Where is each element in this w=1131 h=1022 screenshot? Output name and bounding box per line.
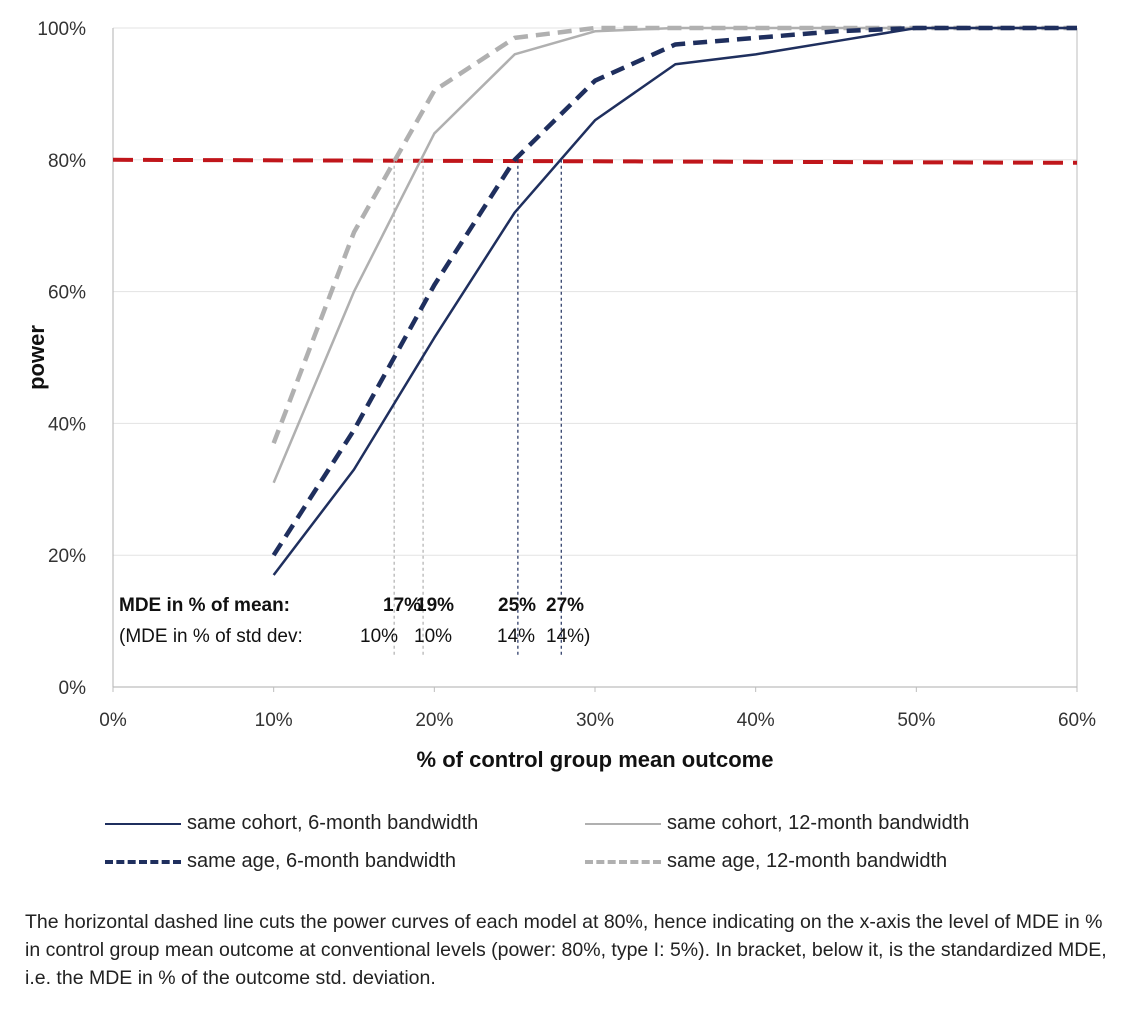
- x-axis-title: % of control group mean outcome: [417, 747, 774, 772]
- y-tick-label: 60%: [48, 283, 86, 304]
- x-tick-label: 30%: [576, 710, 614, 731]
- mde-sd-label: 14%: [497, 626, 535, 647]
- legend-item: same cohort, 6-month bandwidth: [105, 812, 478, 835]
- x-tick-label: 10%: [255, 710, 293, 731]
- axes: [112, 28, 1078, 692]
- series-line: [272, 26, 1077, 576]
- y-tick-label: 20%: [48, 546, 86, 567]
- y-axis-title: power: [24, 325, 49, 390]
- gridlines: [113, 27, 1077, 556]
- mde-mean-label: 17%: [383, 595, 421, 616]
- legend-label: same age, 6-month bandwidth: [187, 850, 457, 872]
- mde-sd-title: (MDE in % of std dev:: [119, 626, 303, 647]
- legend-item: same cohort, 12-month bandwidth: [585, 812, 969, 835]
- series-lines: [271, 25, 1077, 576]
- y-tick-label: 0%: [59, 678, 87, 699]
- x-tick-label: 60%: [1058, 710, 1096, 731]
- x-tick-label: 0%: [99, 710, 127, 731]
- x-tick-label: 40%: [737, 710, 775, 731]
- mde-mean-label: 27%: [546, 595, 584, 616]
- legend-label: same cohort, 6-month bandwidth: [187, 812, 479, 834]
- reference-line-80: [112, 157, 1078, 165]
- power-chart: 0% 10% 20% 30% 40% 50% 60% 0% 20% 40% 60% 80% 100% M…: [24, 19, 1096, 772]
- y-tick-label: 40%: [48, 414, 86, 435]
- mde-annotations: MDE in % of mean: (MDE in % of std dev: 17…: [119, 595, 590, 647]
- series-line: [271, 25, 1077, 557]
- legend-item: same age, 12-month bandwidth: [585, 850, 947, 873]
- tick-labels: 0% 10% 20% 30% 40% 50% 60% 0% 20% 40% 60% 80% 100%: [37, 19, 1096, 731]
- legend-swatch-solid-grey: [585, 822, 661, 825]
- mde-mean-label: 19%: [416, 595, 454, 616]
- x-tick-label: 20%: [415, 710, 453, 731]
- figure-caption: The horizontal dashed line cuts the powe…: [25, 911, 1107, 989]
- mde-mean-label: 25%: [498, 595, 536, 616]
- mde-markers: [393, 159, 562, 658]
- legend-label: same age, 12-month bandwidth: [667, 850, 948, 872]
- mde-sd-label: 14%): [546, 626, 590, 647]
- legend-swatch-dashed-navy: [105, 859, 181, 864]
- legend-label: same cohort, 12-month bandwidth: [667, 812, 970, 834]
- y-tick-label: 100%: [37, 19, 86, 40]
- legend-swatch-solid-navy: [105, 822, 181, 825]
- series-line: [271, 25, 1077, 444]
- x-tick-label: 50%: [897, 710, 935, 731]
- legend-swatch-dashed-grey: [585, 859, 661, 864]
- y-tick-label: 80%: [48, 151, 86, 172]
- mde-sd-label: 10%: [360, 626, 398, 647]
- reference-line: [112, 157, 1078, 165]
- mde-mean-title: MDE in % of mean:: [119, 595, 290, 616]
- mde-sd-label: 10%: [414, 626, 452, 647]
- legend-item: same age, 6-month bandwidth: [105, 850, 456, 873]
